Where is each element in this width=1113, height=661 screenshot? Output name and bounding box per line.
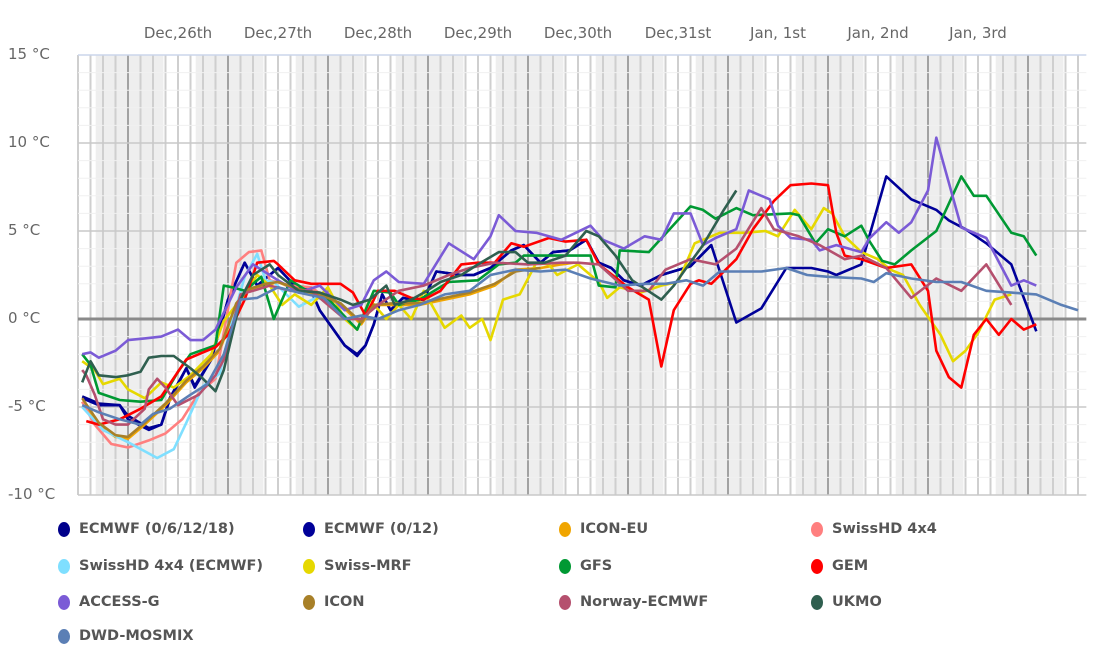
y-tick-label: 0 °C — [8, 309, 41, 327]
temperature-chart — [77, 54, 1087, 496]
legend-item[interactable]: ICON-EU — [559, 521, 648, 537]
series-line-6[interactable] — [81, 175, 1038, 403]
legend-item[interactable]: Swiss-MRF — [303, 558, 412, 574]
series-line-7[interactable] — [85, 182, 1037, 426]
y-tick-label: -5 °C — [8, 397, 46, 415]
series-line-5[interactable] — [81, 206, 1012, 400]
x-tick-label: Dec,27th — [243, 24, 313, 42]
legend-item[interactable]: SwissHD 4x4 — [811, 521, 937, 537]
legend-dot-icon — [303, 594, 315, 610]
series-line-12[interactable] — [81, 266, 1079, 426]
legend-item[interactable]: Norway-ECMWF — [559, 594, 708, 610]
legend-label: SwissHD 4x4 (ECMWF) — [79, 558, 263, 574]
legend-label: Swiss-MRF — [324, 558, 412, 574]
legend-dot-icon — [303, 521, 315, 537]
series-line-11[interactable] — [80, 189, 738, 393]
legend-dot-icon — [811, 594, 823, 610]
legend-label: ICON-EU — [580, 521, 649, 537]
legend-item[interactable]: ICON — [303, 594, 365, 610]
legend-label: GEM — [832, 558, 869, 574]
legend-label: Norway-ECMWF — [580, 594, 709, 610]
legend-dot-icon — [559, 558, 571, 574]
legend-dot-icon — [559, 521, 571, 537]
y-tick-label: -10 °C — [8, 485, 56, 503]
legend-label: ECMWF (0/12) — [324, 521, 439, 537]
legend-item[interactable]: ECMWF (0/12) — [303, 521, 439, 537]
legend-item[interactable]: DWD-MOSMIX — [58, 628, 194, 644]
legend-dot-icon — [58, 594, 70, 610]
series-line-8[interactable] — [81, 136, 1037, 359]
x-tick-label: Dec,30th — [543, 24, 613, 42]
legend-dot-icon — [58, 521, 70, 537]
legend-label: SwissHD 4x4 — [832, 521, 937, 537]
legend-item[interactable]: UKMO — [811, 594, 882, 610]
x-tick-label: Dec,28th — [343, 24, 413, 42]
legend-dot-icon — [811, 521, 823, 537]
series-line-1[interactable] — [81, 175, 1038, 432]
y-tick-label: 5 °C — [8, 221, 41, 239]
legend-item[interactable]: GEM — [811, 558, 868, 574]
x-tick-label: Dec,26th — [143, 24, 213, 42]
series-lines — [80, 136, 1079, 460]
legend-label: ACCESS-G — [79, 594, 160, 610]
legend-label: UKMO — [832, 594, 882, 610]
legend-label: ICON — [324, 594, 365, 610]
legend-item[interactable]: GFS — [559, 558, 612, 574]
legend-label: DWD-MOSMIX — [79, 628, 194, 644]
legend-dot-icon — [811, 558, 823, 574]
y-tick-label: 10 °C — [8, 133, 50, 151]
series-line-9[interactable] — [81, 266, 541, 439]
legend-dot-icon — [559, 594, 571, 610]
series-line-4[interactable] — [81, 252, 334, 460]
legend-item[interactable]: ECMWF (0/6/12/18) — [58, 521, 235, 537]
legend-label: ECMWF (0/6/12/18) — [79, 521, 235, 537]
x-tick-label: Jan, 3rd — [949, 24, 1007, 42]
legend-dot-icon — [58, 628, 70, 644]
legend-dot-icon — [58, 558, 70, 574]
x-tick-label: Dec,31st — [644, 24, 712, 42]
x-tick-label: Jan, 2nd — [847, 24, 909, 42]
legend-item[interactable]: SwissHD 4x4 (ECMWF) — [58, 558, 263, 574]
series-line-10[interactable] — [81, 206, 1013, 426]
x-tick-label: Jan, 1st — [750, 24, 806, 42]
legend-dot-icon — [303, 558, 315, 574]
y-tick-label: 15 °C — [8, 45, 50, 63]
x-tick-label: Dec,29th — [443, 24, 513, 42]
legend-item[interactable]: ACCESS-G — [58, 594, 160, 610]
legend-label: GFS — [580, 558, 613, 574]
